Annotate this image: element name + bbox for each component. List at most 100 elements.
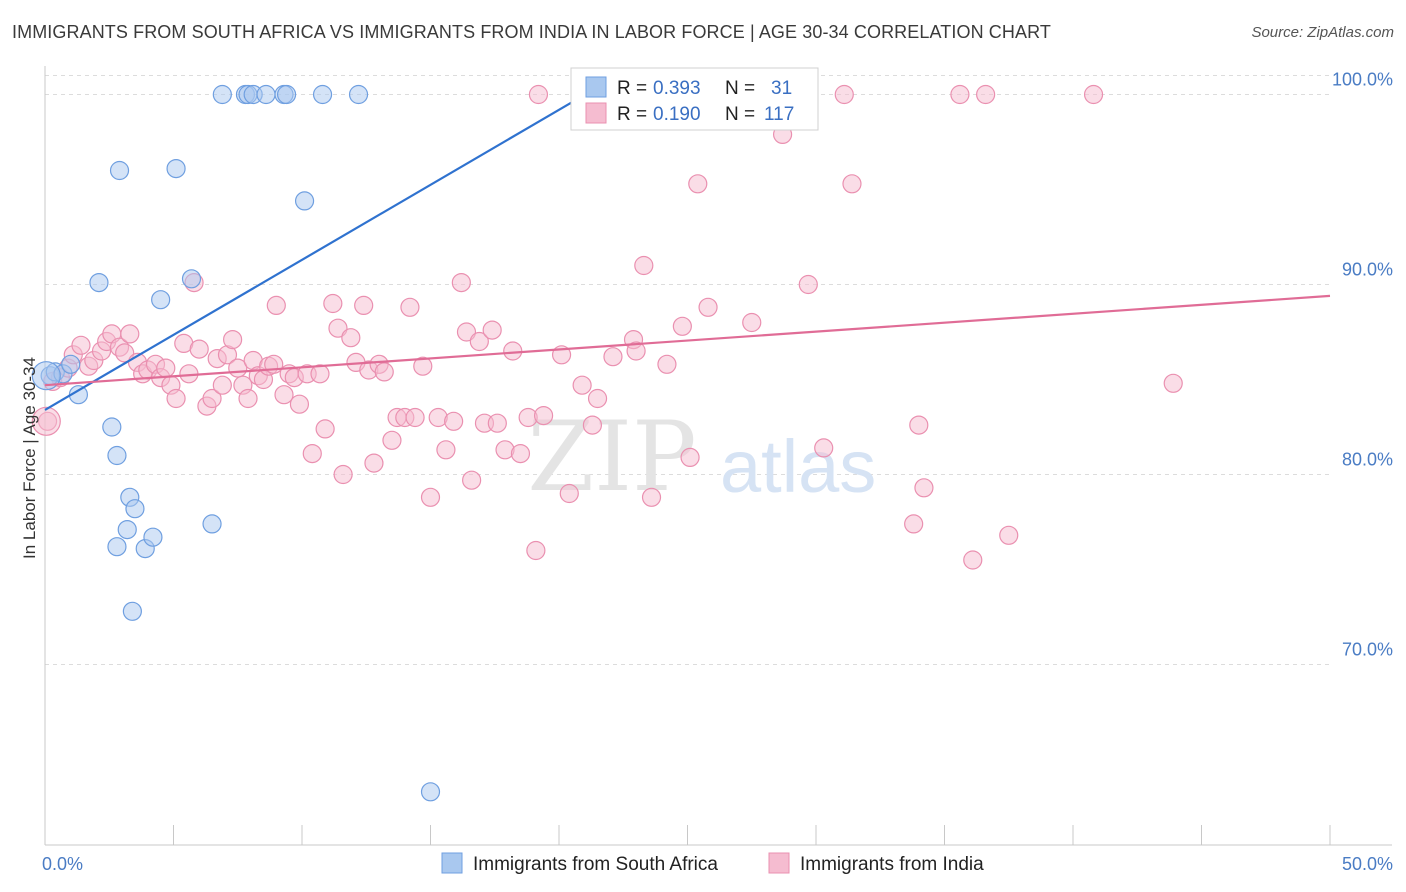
india-point	[572, 375, 592, 395]
india-point	[120, 324, 140, 344]
south-africa-point	[107, 537, 127, 557]
india-point	[904, 514, 924, 534]
bottom-legend-label-south-africa: Immigrants from South Africa	[473, 854, 718, 875]
south-africa-point	[166, 159, 186, 179]
india-point	[333, 464, 353, 485]
india-point	[364, 453, 384, 473]
legend-r-value-2: 0.190	[653, 104, 701, 125]
india-point	[354, 295, 374, 315]
legend-r-value-1: 0.393	[653, 78, 701, 99]
y-tick-label-2: 90.0%	[1342, 260, 1393, 280]
india-point	[31, 406, 61, 436]
india-point	[587, 388, 608, 409]
bottom-legend-swatch-india	[768, 852, 790, 874]
south-africa-point	[256, 84, 276, 105]
india-point	[238, 388, 258, 409]
india-point	[1163, 373, 1183, 393]
legend-n-label-1: N =	[725, 78, 755, 99]
india-point	[115, 343, 135, 363]
india-point	[400, 297, 420, 317]
y-axis-title: In Labor Force | Age 30-34	[20, 357, 39, 559]
india-point	[456, 322, 477, 342]
legend-swatch-south-africa	[585, 76, 607, 98]
india-point	[963, 550, 983, 570]
x-tick-label-1: 50.0%	[1342, 854, 1393, 874]
india-point	[413, 356, 433, 376]
trendline-india	[44, 294, 1331, 387]
chart-source: Source: ZipAtlas.com	[1251, 24, 1394, 41]
india-point	[323, 293, 343, 314]
india-point	[482, 320, 502, 340]
india-point	[814, 438, 834, 458]
south-africa-point	[212, 84, 232, 105]
chart-title: IMMIGRANTS FROM SOUTH AFRICA VS IMMIGRAN…	[12, 22, 1051, 42]
south-africa-point	[107, 445, 127, 466]
watermark-atlas: atlas	[720, 425, 876, 508]
india-point	[698, 297, 718, 317]
x-tick-label-0: 0.0%	[42, 854, 83, 874]
legend-n-label-2: N =	[725, 104, 755, 125]
india-point	[672, 316, 692, 336]
india-point	[212, 375, 232, 395]
south-africa-point	[202, 514, 222, 534]
india-point	[462, 470, 482, 490]
india-point	[436, 440, 456, 460]
legend-n-value-2: 117	[764, 104, 794, 125]
india-point	[266, 295, 286, 315]
south-africa-points	[31, 84, 441, 802]
india-point	[420, 487, 441, 507]
india-point	[510, 444, 531, 464]
india-point	[382, 430, 402, 450]
india-point	[374, 362, 394, 382]
legend-r-label-1: R =	[617, 78, 647, 99]
india-point	[487, 413, 507, 433]
india-point	[202, 388, 222, 409]
india-point	[503, 341, 523, 361]
india-point	[528, 84, 549, 105]
india-point	[526, 540, 546, 561]
india-point	[999, 525, 1019, 545]
bottom-legend: Immigrants from South Africa Immigrants …	[441, 852, 984, 875]
india-point	[444, 411, 464, 431]
india-point	[310, 364, 330, 384]
watermark: ZIP atlas	[527, 401, 876, 513]
tick-labels: 70.0% 80.0% 90.0% 100.0% 0.0% 50.0%	[42, 70, 1393, 875]
india-point	[603, 347, 623, 367]
india-point	[156, 358, 176, 378]
south-africa-point	[102, 417, 122, 437]
india-point	[274, 385, 294, 405]
india-point	[909, 415, 929, 435]
legend-box: R = 0.393 N = 31 R = 0.190 N = 117	[570, 67, 819, 131]
y-tick-label-0: 70.0%	[1342, 640, 1393, 660]
trendline-south-africa	[44, 87, 596, 411]
india-point	[223, 330, 243, 350]
south-africa-point	[125, 499, 145, 519]
watermark-zip: ZIP	[527, 401, 696, 513]
india-point	[641, 487, 662, 507]
india-point	[798, 274, 818, 295]
south-africa-point	[348, 84, 369, 105]
india-point	[914, 478, 934, 498]
south-africa-point	[122, 601, 142, 621]
india-point	[289, 394, 310, 414]
y-tick-label-1: 80.0%	[1342, 450, 1393, 470]
south-africa-point	[109, 160, 130, 181]
axes	[44, 66, 1392, 846]
legend-swatch-india	[585, 102, 607, 124]
india-point	[469, 331, 489, 352]
india-point	[71, 335, 91, 355]
india-points	[31, 84, 1183, 570]
india-point	[680, 447, 700, 467]
south-africa-point	[89, 273, 109, 293]
india-point	[657, 354, 677, 374]
india-point	[189, 339, 209, 359]
india-point	[533, 406, 554, 426]
south-africa-point	[420, 782, 441, 802]
india-point	[302, 444, 322, 464]
india-point	[842, 174, 862, 194]
india-point	[341, 328, 361, 348]
india-point	[834, 84, 854, 105]
india-point	[315, 419, 335, 439]
india-point	[451, 273, 471, 293]
